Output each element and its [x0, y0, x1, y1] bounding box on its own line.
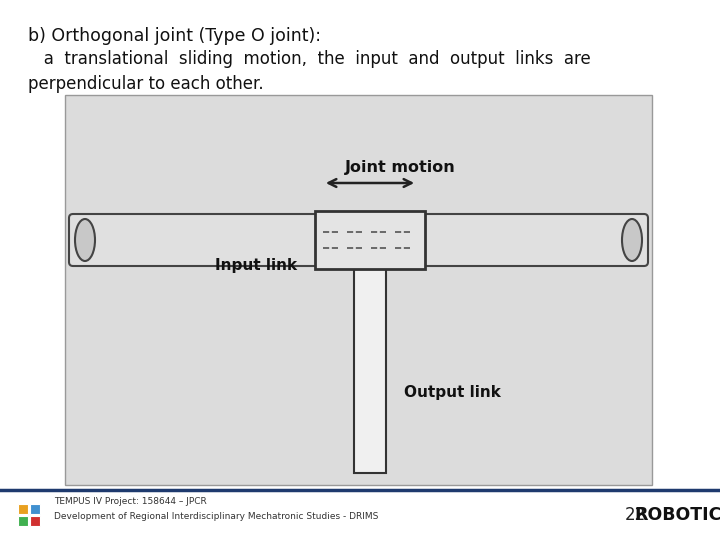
Bar	[354, 269, 386, 473]
Text: Joint motion: Joint motion	[345, 160, 455, 175]
Bar	[18, 516, 28, 526]
Text: Input link: Input link	[215, 258, 297, 273]
Text: Development of Regional Interdisciplinary Mechatronic Studies - DRIMS: Development of Regional Interdisciplinar…	[54, 512, 379, 521]
Text: b) Orthogonal joint (Type O joint):: b) Orthogonal joint (Type O joint):	[28, 27, 321, 45]
Bar	[315, 211, 425, 269]
FancyBboxPatch shape	[69, 214, 648, 266]
Ellipse shape	[75, 219, 95, 261]
Text: Output link: Output link	[404, 386, 501, 401]
Ellipse shape	[622, 219, 642, 261]
Text: a  translational  sliding  motion,  the  input  and  output  links  are: a translational sliding motion, the inpu…	[28, 50, 590, 68]
Text: perpendicular to each other.: perpendicular to each other.	[28, 75, 264, 93]
Bar	[18, 504, 28, 514]
Text: 22: 22	[624, 506, 646, 524]
Bar	[65, 95, 652, 485]
Text: TEMPUS IV Project: 158644 – JPCR: TEMPUS IV Project: 158644 – JPCR	[54, 497, 207, 506]
Bar	[30, 504, 40, 514]
Bar	[30, 516, 40, 526]
Text: ROBOTICS: ROBOTICS	[635, 506, 720, 524]
